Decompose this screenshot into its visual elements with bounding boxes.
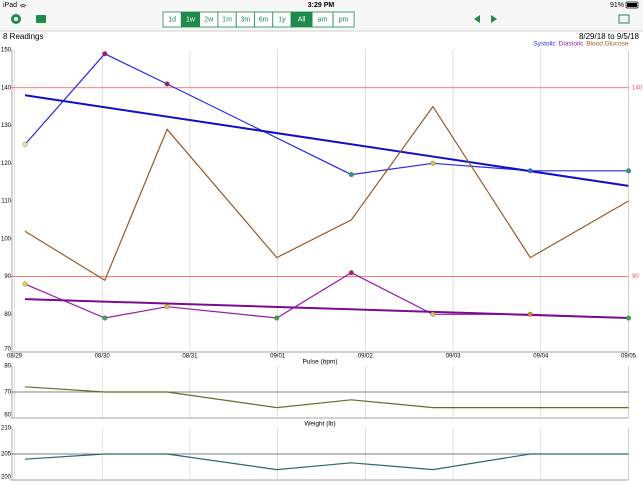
data-point <box>102 315 108 321</box>
y-tick-label: 80 <box>4 364 11 370</box>
export-button[interactable] <box>618 14 630 24</box>
data-point <box>527 168 533 174</box>
trend-line <box>24 94 629 187</box>
wifi-icon <box>19 4 27 8</box>
y-tick-label: 210 <box>1 426 12 432</box>
data-point <box>274 315 280 321</box>
reference-label: 140 <box>632 85 643 91</box>
range-label: 1y <box>278 16 286 23</box>
range-selector: 1d 1w 2w 1m 3m 6m 1y All am pm <box>162 11 355 28</box>
y-tick-label: 70 <box>4 347 11 353</box>
data-point <box>164 81 170 87</box>
y-tick-label: 100 <box>1 236 12 242</box>
range-label: All <box>298 16 306 23</box>
y-tick-label: 205 <box>1 452 12 458</box>
reading-count: 8 Readings <box>3 32 43 41</box>
x-tick-label: 08/31 <box>182 354 198 360</box>
y-tick-label: 150 <box>1 48 12 54</box>
series-line <box>24 386 629 409</box>
y-tick-label: 60 <box>4 413 11 419</box>
data-point <box>430 160 436 166</box>
range-label: 3m <box>240 16 250 23</box>
battery-percent: 91% <box>610 2 624 9</box>
y-tick-label: 200 <box>1 475 12 481</box>
x-tick-label: 09/05 <box>621 354 637 360</box>
legend-entry: Systolic <box>533 41 556 48</box>
y-tick-label: 140 <box>1 85 12 91</box>
series-line <box>24 272 629 319</box>
reference-label: 90 <box>632 274 639 280</box>
x-tick-label: 08/30 <box>95 354 111 360</box>
camera-button[interactable] <box>36 15 46 23</box>
data-point <box>430 311 436 317</box>
y-tick-label: 120 <box>1 161 12 167</box>
carrier: iPad <box>3 2 17 9</box>
y-tick-label: 90 <box>4 274 11 280</box>
x-tick-label: 08/29 <box>7 354 23 360</box>
battery-level <box>627 3 637 7</box>
data-point <box>102 51 108 57</box>
range-label: 1w <box>186 16 196 23</box>
data-point <box>527 311 533 317</box>
data-point <box>626 315 632 321</box>
range-label: 1d <box>168 16 176 23</box>
trend-line <box>24 298 629 319</box>
series-line <box>24 53 629 176</box>
x-tick-label: 09/01 <box>270 354 286 360</box>
range-label: 2w <box>204 16 214 23</box>
y-tick-label: 130 <box>1 123 12 129</box>
chart-title: Weight (lb) <box>304 421 335 428</box>
x-tick-label: 09/02 <box>358 354 374 360</box>
range-button[interactable] <box>332 11 355 28</box>
data-point <box>348 172 354 178</box>
range-label: 6m <box>259 16 269 23</box>
legend-entry: Blood Glucose <box>586 41 629 48</box>
y-tick-label: 110 <box>1 199 11 205</box>
charts: 08/29 08/30 08/31 09/01 09/02 09/03 09/04 09/05… <box>1 48 643 481</box>
series-line <box>24 105 629 282</box>
clock: 3:29 PM <box>308 2 335 9</box>
next-button[interactable] <box>491 15 497 23</box>
data-point <box>22 141 28 147</box>
x-tick-label: 09/04 <box>533 354 549 360</box>
data-point <box>626 168 632 174</box>
range-label: pm <box>339 16 349 23</box>
data-point <box>164 304 170 310</box>
y-tick-label: 80 <box>4 312 11 318</box>
add-button-dot <box>14 17 18 21</box>
range-label: am <box>318 16 328 23</box>
data-point <box>22 281 28 287</box>
series-line <box>24 453 629 471</box>
legend-entry: Diastolic <box>559 41 584 48</box>
range-label: 1m <box>222 16 232 23</box>
battery-icon <box>625 1 639 9</box>
data-point <box>348 270 354 276</box>
prev-button[interactable] <box>474 15 480 23</box>
chart-title: Pulse (bpm) <box>302 359 337 366</box>
date-range: 8/29/18 to 9/5/18 <box>579 32 640 41</box>
y-tick-label: 70 <box>4 390 11 396</box>
x-tick-label: 09/03 <box>446 354 462 360</box>
